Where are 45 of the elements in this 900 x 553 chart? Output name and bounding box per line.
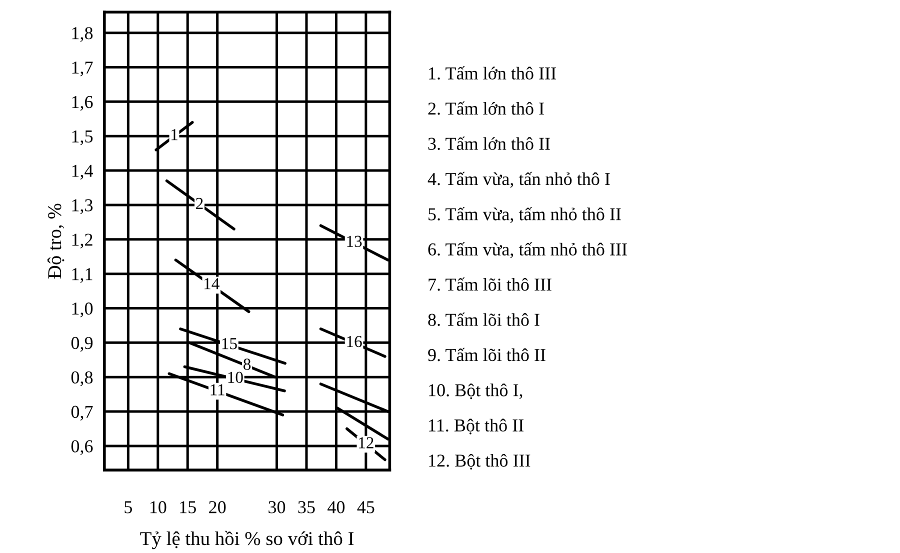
annotation: 13	[347, 236, 362, 247]
text: 1. Tấm lớn thô III	[429, 66, 556, 80]
annotation: 14	[204, 278, 220, 290]
annotation: 1	[172, 129, 178, 140]
text: 9. Tấm lõi thô II	[428, 348, 546, 362]
y-tick-label: 1,3	[72, 199, 93, 214]
text: 3. Tấm lớn thô II	[428, 136, 550, 150]
y-axis-title: Độ tro, %	[47, 204, 64, 279]
text: 5. Tấm vừa, tấm nhỏ thô II	[428, 207, 621, 223]
y-tick-label: 0,6	[71, 440, 93, 455]
text: 10. Bột thô I,	[429, 384, 522, 400]
annotation: 8	[244, 358, 251, 370]
annotation: 15	[222, 338, 237, 350]
y-tick-label: 0,9	[71, 336, 93, 352]
y-tick-label: 1,6	[72, 96, 93, 111]
x-tick-label: 15	[180, 501, 196, 514]
annotation: 11	[210, 384, 224, 396]
x-tick-label: 10	[150, 501, 166, 514]
x-tick-label: 35	[298, 501, 315, 514]
x-tick-label: 45	[357, 501, 374, 514]
x-tick-label: 5	[124, 501, 132, 514]
x-axis-title: Tỷ lệ thu hồi % so với thô I	[140, 530, 354, 550]
text: 7. Tấm lõi thô III	[428, 277, 552, 291]
y-tick-label: 1,7	[72, 62, 93, 76]
text: 2. Tấm lớn thô I	[428, 101, 544, 115]
y-tick-label: 0,7	[71, 406, 93, 421]
text: 6. Tấm vừa, tấm nhỏ thô III	[428, 242, 627, 258]
y-tick-label: 0,8	[71, 371, 93, 386]
text: 11. Bột thô II	[429, 418, 524, 434]
x-tick-label: 30	[268, 501, 286, 514]
y-tick-label: 1,4	[72, 164, 94, 180]
x-tick-label: 40	[328, 501, 345, 514]
annotation: 10	[228, 372, 243, 383]
y-tick-label: 1,5	[72, 130, 93, 146]
annotation: 12	[359, 437, 374, 448]
text: 8. Tấm lõi thô I	[428, 312, 540, 326]
annotation: 2	[196, 198, 203, 209]
y-tick-label: 1,2	[72, 234, 92, 248]
y-tick-label: 1,0	[72, 302, 93, 318]
x-tick-label: 20	[209, 501, 226, 514]
text: 12. Bột thô III	[429, 454, 530, 470]
y-tick-label: 1,1	[72, 268, 92, 283]
y-tick-label: 1,8	[72, 27, 93, 42]
annotation: 16	[347, 336, 362, 348]
text: 4. Tấm vừa, tấn nhỏ thô I	[428, 172, 610, 188]
